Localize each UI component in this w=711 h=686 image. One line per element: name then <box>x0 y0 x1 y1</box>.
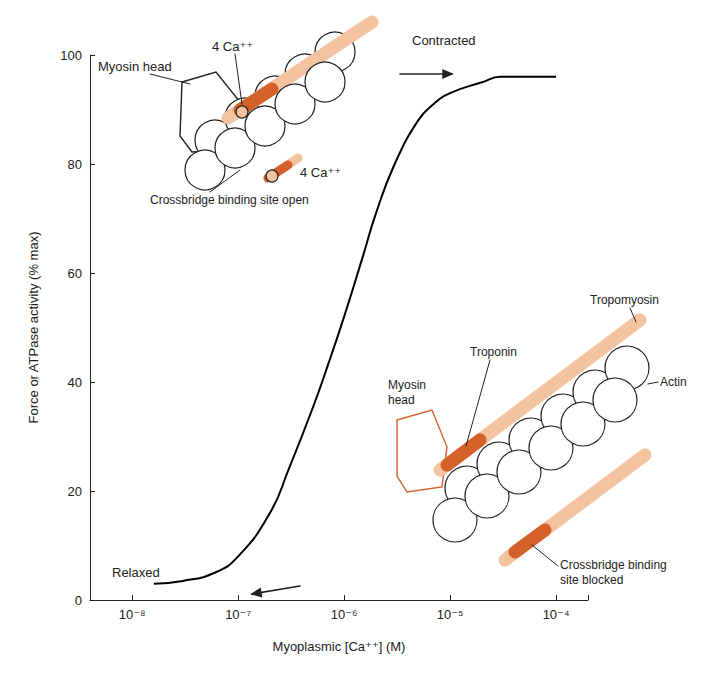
svg-text:4 Ca⁺⁺: 4 Ca⁺⁺ <box>212 39 253 54</box>
svg-text:4 Ca⁺⁺: 4 Ca⁺⁺ <box>300 165 341 180</box>
svg-text:Myosin: Myosin <box>388 378 426 392</box>
svg-text:Myosin head: Myosin head <box>98 59 172 74</box>
svg-text:Crossbridge binding site open: Crossbridge binding site open <box>150 193 309 207</box>
svg-text:0: 0 <box>75 593 82 608</box>
svg-text:Force or ATPase activity (% ma: Force or ATPase activity (% max) <box>26 232 41 424</box>
svg-text:10⁻⁶: 10⁻⁶ <box>331 607 358 622</box>
svg-text:20: 20 <box>68 484 82 499</box>
svg-text:head: head <box>388 393 415 407</box>
svg-text:Relaxed: Relaxed <box>112 565 160 580</box>
svg-text:10⁻⁸: 10⁻⁸ <box>119 607 146 622</box>
svg-text:Tropomyosin: Tropomyosin <box>590 293 659 307</box>
svg-text:Actin: Actin <box>660 375 687 389</box>
svg-text:60: 60 <box>68 266 82 281</box>
svg-text:Crossbridge binding: Crossbridge binding <box>560 558 667 572</box>
svg-text:10⁻⁴: 10⁻⁴ <box>543 607 570 622</box>
svg-text:Contracted: Contracted <box>412 33 476 48</box>
svg-text:80: 80 <box>68 157 82 172</box>
svg-text:10⁻⁷: 10⁻⁷ <box>225 607 251 622</box>
svg-text:10⁻⁵: 10⁻⁵ <box>437 607 464 622</box>
svg-text:site blocked: site blocked <box>560 573 623 587</box>
svg-text:Myoplasmic [Ca⁺⁺] (M): Myoplasmic [Ca⁺⁺] (M) <box>273 639 406 654</box>
svg-text:40: 40 <box>68 375 82 390</box>
svg-text:100: 100 <box>60 48 82 63</box>
svg-text:Troponin: Troponin <box>470 345 517 359</box>
